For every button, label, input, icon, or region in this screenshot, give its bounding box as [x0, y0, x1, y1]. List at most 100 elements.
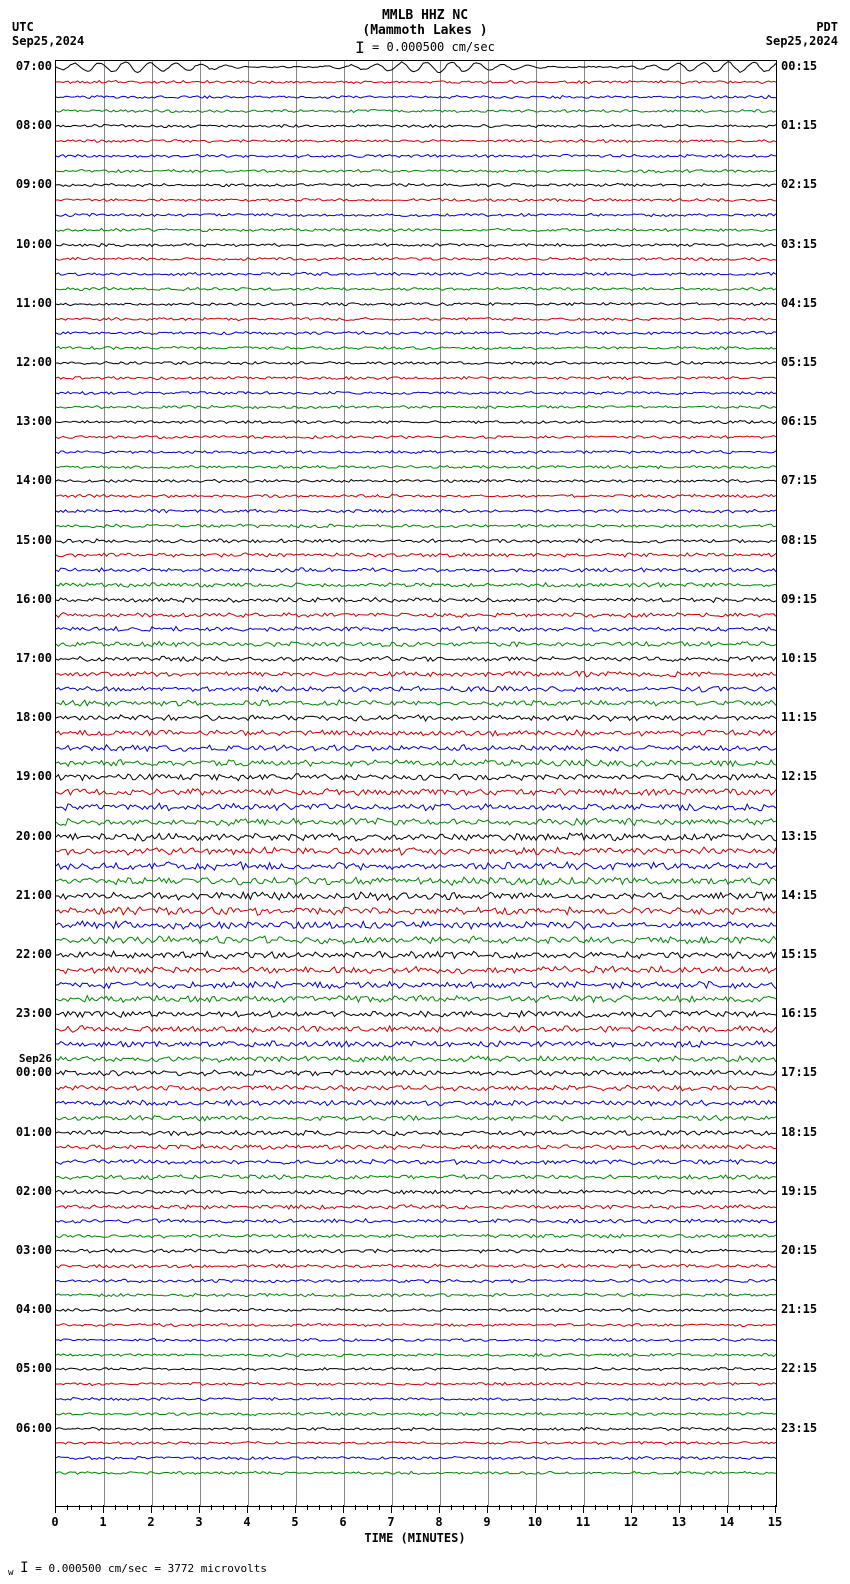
x-tick: [151, 1505, 152, 1513]
x-tick-minor: [139, 1505, 140, 1510]
x-tick-minor: [283, 1505, 284, 1510]
x-tick-minor: [499, 1505, 500, 1510]
x-tick-minor: [115, 1505, 116, 1510]
x-tick-minor: [655, 1505, 656, 1510]
x-tick: [439, 1505, 440, 1513]
x-tick-label: 6: [339, 1515, 346, 1529]
utc-time-label: 10:00: [4, 237, 52, 251]
pdt-time-label: 01:15: [781, 118, 841, 132]
tz-left-label: UTC: [12, 20, 84, 34]
pdt-time-label: 05:15: [781, 355, 841, 369]
x-tick-minor: [235, 1505, 236, 1510]
x-tick-minor: [667, 1505, 668, 1510]
x-tick-label: 11: [576, 1515, 590, 1529]
pdt-time-label: 23:15: [781, 1421, 841, 1435]
pdt-time-label: 14:15: [781, 888, 841, 902]
x-tick: [391, 1505, 392, 1513]
x-tick-minor: [331, 1505, 332, 1510]
x-tick-minor: [739, 1505, 740, 1510]
pdt-time-label: 22:15: [781, 1361, 841, 1375]
station-location: (Mammoth Lakes ): [0, 23, 850, 38]
utc-time-label: 20:00: [4, 829, 52, 843]
x-tick-label: 5: [291, 1515, 298, 1529]
x-tick: [775, 1505, 776, 1513]
x-tick: [295, 1505, 296, 1513]
seismic-trace: [56, 1463, 776, 1483]
pdt-time-label: 04:15: [781, 296, 841, 310]
x-tick-minor: [523, 1505, 524, 1510]
x-tick-minor: [403, 1505, 404, 1510]
x-tick-minor: [319, 1505, 320, 1510]
x-tick: [103, 1505, 104, 1513]
x-tick-minor: [175, 1505, 176, 1510]
pdt-time-label: 08:15: [781, 533, 841, 547]
tz-right-date: Sep25,2024: [766, 34, 838, 48]
x-tick-label: 3: [195, 1515, 202, 1529]
utc-time-label: 14:00: [4, 473, 52, 487]
x-tick-minor: [223, 1505, 224, 1510]
utc-time-label: 23:00: [4, 1006, 52, 1020]
utc-time-label: 13:00: [4, 414, 52, 428]
x-tick-label: 9: [483, 1515, 490, 1529]
pdt-time-label: 03:15: [781, 237, 841, 251]
x-tick-minor: [691, 1505, 692, 1510]
x-axis: TIME (MINUTES) 0123456789101112131415: [55, 1505, 775, 1545]
x-tick: [55, 1505, 56, 1513]
x-tick-minor: [187, 1505, 188, 1510]
scale-text: = 0.000500 cm/sec: [372, 40, 495, 54]
x-tick-label: 4: [243, 1515, 250, 1529]
pdt-time-label: 11:15: [781, 710, 841, 724]
x-tick-minor: [475, 1505, 476, 1510]
utc-time-label: 03:00: [4, 1243, 52, 1257]
x-tick-label: 10: [528, 1515, 542, 1529]
x-tick-label: 8: [435, 1515, 442, 1529]
utc-time-label: 11:00: [4, 296, 52, 310]
plot-area: [55, 60, 777, 1507]
utc-time-label: 15:00: [4, 533, 52, 547]
x-tick: [727, 1505, 728, 1513]
pdt-time-label: 15:15: [781, 947, 841, 961]
utc-time-label: 21:00: [4, 888, 52, 902]
pdt-time-label: 18:15: [781, 1125, 841, 1139]
utc-time-label: 09:00: [4, 177, 52, 191]
x-tick-label: 0: [51, 1515, 58, 1529]
x-tick-label: 2: [147, 1515, 154, 1529]
x-tick-minor: [703, 1505, 704, 1510]
x-tick-minor: [127, 1505, 128, 1510]
pdt-time-label: 00:15: [781, 59, 841, 73]
pdt-time-label: 07:15: [781, 473, 841, 487]
pdt-time-label: 19:15: [781, 1184, 841, 1198]
utc-time-label: 19:00: [4, 769, 52, 783]
x-tick-minor: [715, 1505, 716, 1510]
x-tick: [679, 1505, 680, 1513]
x-tick: [247, 1505, 248, 1513]
x-tick: [535, 1505, 536, 1513]
utc-time-label: 07:00: [4, 59, 52, 73]
x-tick-minor: [451, 1505, 452, 1510]
footer-scale: w I = 0.000500 cm/sec = 3772 microvolts: [8, 1560, 267, 1578]
x-tick-minor: [463, 1505, 464, 1510]
pdt-time-label: 13:15: [781, 829, 841, 843]
x-tick-minor: [211, 1505, 212, 1510]
x-tick-label: 15: [768, 1515, 782, 1529]
x-tick: [199, 1505, 200, 1513]
x-tick-minor: [511, 1505, 512, 1510]
utc-time-label: 06:00: [4, 1421, 52, 1435]
tz-right-label: PDT: [766, 20, 838, 34]
utc-time-label: 02:00: [4, 1184, 52, 1198]
pdt-time-label: 02:15: [781, 177, 841, 191]
x-tick-minor: [79, 1505, 80, 1510]
utc-time-label: 04:00: [4, 1302, 52, 1316]
x-tick-minor: [571, 1505, 572, 1510]
x-tick-minor: [619, 1505, 620, 1510]
pdt-time-label: 12:15: [781, 769, 841, 783]
x-tick: [343, 1505, 344, 1513]
x-tick-minor: [367, 1505, 368, 1510]
x-tick: [631, 1505, 632, 1513]
utc-time-label: 16:00: [4, 592, 52, 606]
x-tick: [487, 1505, 488, 1513]
pdt-time-label: 10:15: [781, 651, 841, 665]
x-tick-minor: [559, 1505, 560, 1510]
x-tick: [583, 1505, 584, 1513]
station-title: MMLB HHZ NC: [0, 0, 850, 23]
